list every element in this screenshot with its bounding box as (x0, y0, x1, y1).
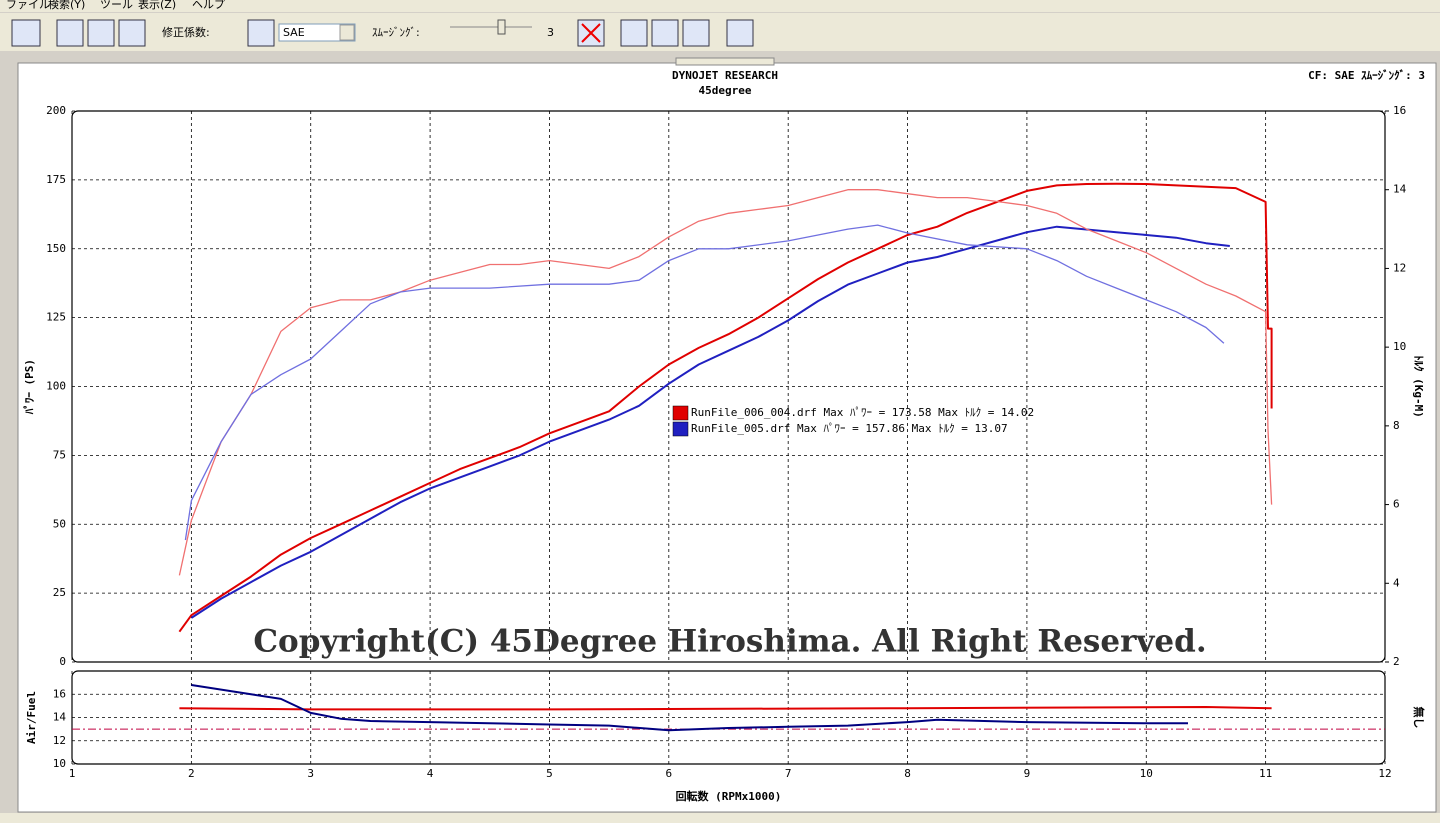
chart-subtitle: 45degree (699, 84, 752, 97)
chart-panel (17, 62, 1437, 813)
y-tick-label: 14 (53, 711, 67, 724)
y-tick-label: 200 (46, 104, 66, 117)
menu: ファイル 検索(Y) ツール 表示(Z) ヘルプ (6, 0, 225, 11)
copyright: Copyright(C) 45Degree Hiroshima. All Rig… (253, 624, 1206, 660)
tool-button[interactable] (87, 19, 115, 47)
legend-label: RunFile_005.drf Max ﾊﾟﾜｰ = 157.86 Max ﾄﾙ… (691, 422, 1008, 435)
tool-button[interactable] (56, 19, 84, 47)
tool-button[interactable] (651, 19, 679, 47)
series-line (190, 225, 1230, 619)
y2-tick-label: 16 (1393, 104, 1406, 117)
series-line (191, 684, 1188, 732)
toolbar-value: 3 (547, 26, 554, 39)
x-tick-label: 4 (427, 767, 434, 780)
collapse-handle[interactable] (675, 57, 775, 66)
y-tick-label: 10 (53, 757, 66, 770)
y-axis-label: Air/Fuel (25, 691, 38, 744)
y2-tick-label: 8 (1393, 419, 1400, 432)
y-tick-label: 75 (53, 448, 66, 461)
y2-axis-label: ﾄﾙｸ (Kg-M) (1412, 355, 1425, 418)
y2-axis-label: 無し (1412, 707, 1426, 729)
tool-button[interactable] (682, 19, 710, 47)
dropdown-value: SAE (283, 26, 305, 39)
x-tick-label: 10 (1140, 767, 1153, 780)
x-tick-label: 5 (546, 767, 553, 780)
tool-button[interactable] (11, 19, 41, 47)
x-tick-label: 8 (904, 767, 911, 780)
dropdown-button[interactable] (339, 24, 355, 41)
status-bar (0, 813, 1440, 823)
legend-swatch (672, 405, 689, 421)
legend-swatch (672, 421, 689, 437)
dropdown[interactable] (278, 23, 356, 42)
y-tick-label: 12 (53, 734, 66, 747)
tool-button[interactable] (118, 19, 146, 47)
toolbar-label: 修正係数: (162, 25, 210, 39)
menu-bar (0, 0, 1440, 12)
tool-button[interactable] (247, 19, 275, 47)
toolbar-label: ｽﾑｰｼﾞﾝｸﾞ: (372, 26, 420, 39)
toolbar (0, 13, 1440, 51)
y-tick-label: 125 (46, 311, 66, 324)
x-tick-label: 9 (1024, 767, 1031, 780)
tool-button[interactable] (726, 19, 754, 47)
menu-item[interactable]: ツール (100, 0, 133, 11)
tool-button[interactable] (620, 19, 648, 47)
series-line (178, 189, 1273, 576)
x-tick-label: 2 (188, 767, 195, 780)
x-tick-label: 12 (1378, 767, 1391, 780)
y2-tick-label: 2 (1393, 655, 1400, 668)
chart-title: DYNOJET RESEARCH (672, 69, 778, 82)
clear-icon (581, 23, 601, 43)
y-tick-label: 16 (53, 687, 66, 700)
series-line (179, 706, 1272, 711)
x-tick-label: 11 (1259, 767, 1272, 780)
x-tick-label: 1 (69, 767, 76, 780)
toolbar-icons (11, 19, 754, 47)
y2-tick-label: 10 (1393, 340, 1406, 353)
chart-header-right: CF: SAE ｽﾑｰｼﾞﾝｸﾞ: 3 (1308, 68, 1425, 82)
slider-thumb[interactable] (497, 19, 506, 35)
y-tick-label: 150 (46, 242, 66, 255)
y2-tick-label: 12 (1393, 261, 1406, 274)
y-tick-label: 0 (59, 655, 66, 668)
menu-item[interactable]: ヘルプ (192, 0, 225, 11)
y2-tick-label: 14 (1393, 183, 1407, 196)
y-tick-label: 50 (53, 517, 66, 530)
y2-tick-label: 4 (1393, 576, 1400, 589)
y-axis-label: ﾊﾟﾜｰ (PS) (22, 359, 36, 415)
series-line (178, 182, 1273, 633)
x-tick-label: 3 (307, 767, 314, 780)
menu-item[interactable]: 検索(Y) (48, 0, 85, 11)
x-tick-label: 6 (666, 767, 673, 780)
legend-label: RunFile_006_004.drf Max ﾊﾟﾜｰ = 173.58 Ma… (691, 406, 1034, 419)
menu-item[interactable]: ファイル (6, 0, 50, 11)
series-line (184, 224, 1225, 541)
x-axis-label: 回転数 (RPMx1000) (676, 789, 782, 803)
menu-item[interactable]: 表示(Z) (138, 0, 176, 11)
y2-tick-label: 6 (1393, 498, 1400, 511)
x-tick-label: 7 (785, 767, 792, 780)
y-tick-label: 25 (53, 586, 66, 599)
y-tick-label: 100 (46, 380, 66, 393)
y-tick-label: 175 (46, 173, 66, 186)
